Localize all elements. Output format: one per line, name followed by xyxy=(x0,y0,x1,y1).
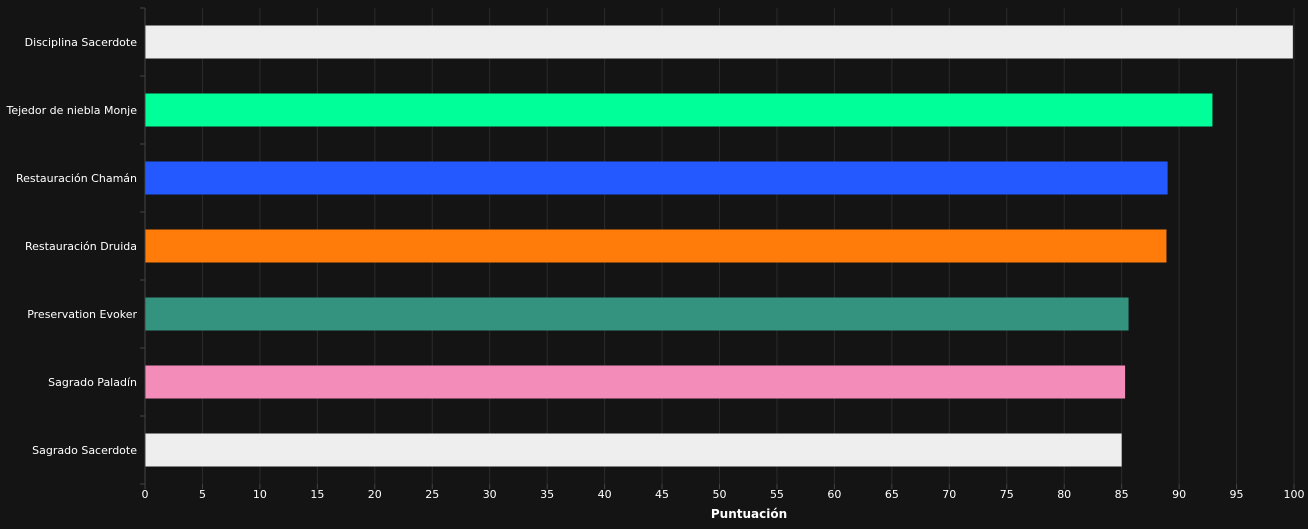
bar xyxy=(145,25,1293,59)
x-tick-label: 10 xyxy=(253,488,267,501)
bars xyxy=(145,25,1293,467)
y-tick-label: Restauración Chamán xyxy=(16,172,137,185)
x-tick-label: 20 xyxy=(368,488,382,501)
x-tick-label: 55 xyxy=(770,488,784,501)
x-tick-label: 40 xyxy=(598,488,612,501)
x-tick-label: 15 xyxy=(310,488,324,501)
x-tick-label: 0 xyxy=(142,488,149,501)
x-axis: 0 5 10 15 20 25 30 35 40 45 50 55 60 65 70 75 80 85 90 95 10… xyxy=(142,484,1305,501)
bar xyxy=(145,93,1213,127)
x-tick-label: 60 xyxy=(827,488,841,501)
x-tick-label: 5 xyxy=(199,488,206,501)
x-tick-label: 85 xyxy=(1115,488,1129,501)
y-tick-label: Preservation Evoker xyxy=(27,308,137,321)
x-tick-label: 65 xyxy=(885,488,899,501)
y-tick-label: Disciplina Sacerdote xyxy=(25,36,138,49)
x-tick-label: 100 xyxy=(1284,488,1305,501)
bar xyxy=(145,365,1126,399)
x-tick-label: 80 xyxy=(1057,488,1071,501)
y-tick-label: Sagrado Paladín xyxy=(48,376,137,389)
x-tick-label: 50 xyxy=(713,488,727,501)
y-tick-label: Restauración Druida xyxy=(25,240,137,253)
x-tick-label: 25 xyxy=(425,488,439,501)
bar xyxy=(145,297,1129,331)
bar xyxy=(145,229,1167,263)
y-axis: Disciplina Sacerdote Tejedor de niebla Mo… xyxy=(5,7,146,485)
x-tick-label: 30 xyxy=(483,488,497,501)
bar xyxy=(145,161,1168,195)
y-tick-label: Sagrado Sacerdote xyxy=(32,444,137,457)
x-tick-label: 35 xyxy=(540,488,554,501)
x-tick-label: 90 xyxy=(1172,488,1186,501)
x-tick-label: 95 xyxy=(1230,488,1244,501)
x-tick-label: 70 xyxy=(942,488,956,501)
bar xyxy=(145,433,1122,467)
x-tick-label: 45 xyxy=(655,488,669,501)
y-tick-label: Tejedor de niebla Monje xyxy=(5,104,137,117)
x-tick-label: 75 xyxy=(1000,488,1014,501)
x-axis-label: Puntuación xyxy=(711,507,787,521)
